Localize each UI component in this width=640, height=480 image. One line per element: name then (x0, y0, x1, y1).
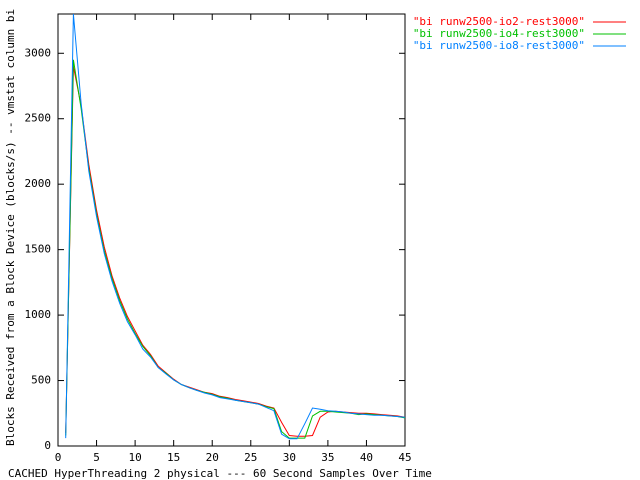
series-line (65, 59, 406, 439)
x-tick-label: 0 (55, 451, 62, 464)
x-tick-label: 40 (360, 451, 373, 464)
legend-label: "bi runw2500-io4-rest3000" (413, 27, 585, 40)
y-tick-label: 1000 (25, 308, 52, 321)
y-axis-label: Blocks Received from a Block Device (blo… (4, 9, 17, 446)
y-tick-label: 2000 (25, 177, 52, 190)
x-tick-label: 10 (128, 451, 141, 464)
series-line (65, 13, 406, 440)
series-line (65, 66, 406, 437)
x-tick-label: 35 (321, 451, 334, 464)
legend-label: "bi runw2500-io8-rest3000" (413, 39, 585, 52)
x-tick-label: 15 (167, 451, 180, 464)
legend-label: "bi runw2500-io2-rest3000" (413, 15, 585, 28)
y-tick-label: 1500 (25, 243, 52, 256)
x-tick-label: 20 (206, 451, 219, 464)
plot-frame (57, 13, 406, 447)
y-tick-label: 0 (44, 439, 51, 452)
x-tick-label: 25 (244, 451, 257, 464)
x-axis-label: CACHED HyperThreading 2 physical --- 60 … (8, 467, 432, 480)
x-tick-label: 30 (283, 451, 296, 464)
x-tick-label: 5 (93, 451, 100, 464)
y-tick-label: 500 (31, 374, 51, 387)
y-tick-label: 2500 (25, 112, 52, 125)
x-tick-label: 45 (398, 451, 411, 464)
y-tick-label: 3000 (25, 46, 52, 59)
